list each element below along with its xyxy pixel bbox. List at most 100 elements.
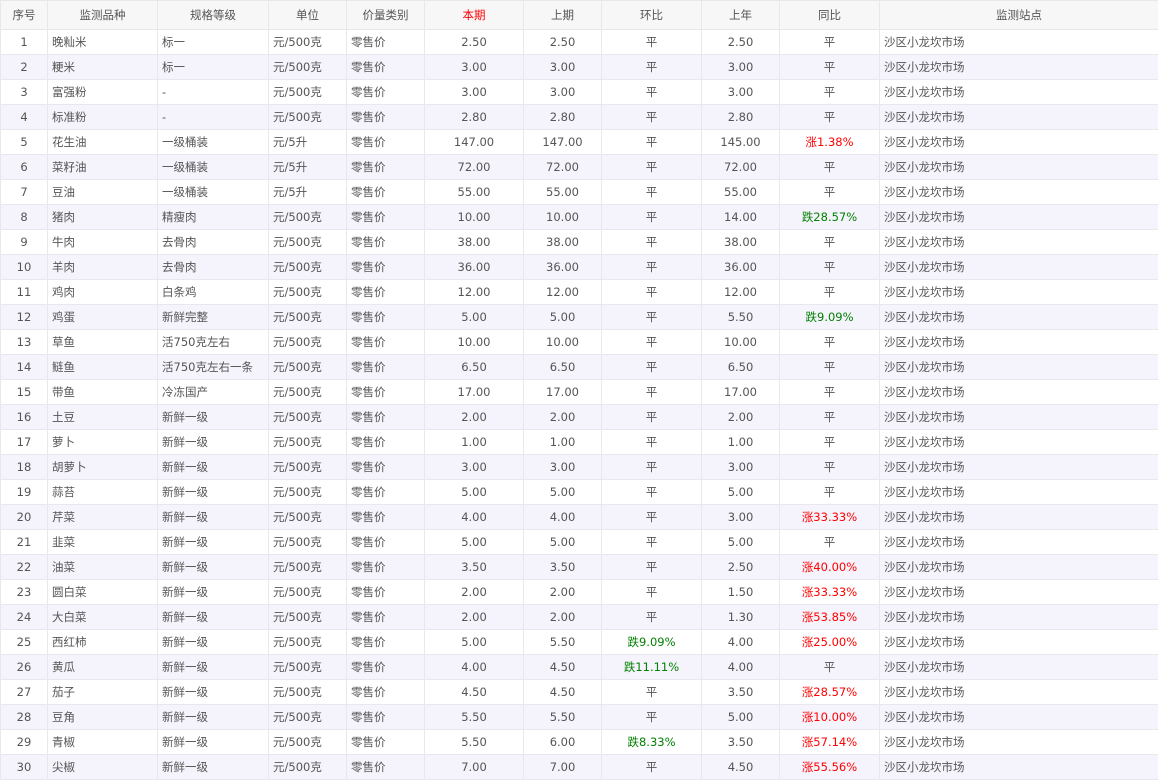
cell-price-type: 零售价 (347, 705, 425, 730)
cell-station: 沙区小龙坎市场 (880, 180, 1158, 205)
cell-current: 5.00 (425, 530, 524, 555)
cell-unit: 元/500克 (269, 455, 347, 480)
header-yoy[interactable]: 同比 (780, 1, 880, 30)
cell-item: 蒜苔 (48, 480, 158, 505)
cell-yoy: 平 (780, 230, 880, 255)
cell-station: 沙区小龙坎市场 (880, 30, 1158, 55)
cell-spec: - (158, 80, 269, 105)
cell-price-type: 零售价 (347, 430, 425, 455)
header-index[interactable]: 序号 (1, 1, 48, 30)
cell-current: 55.00 (425, 180, 524, 205)
cell-last-year: 5.00 (702, 530, 780, 555)
cell-price-type: 零售价 (347, 505, 425, 530)
header-spec[interactable]: 规格等级 (158, 1, 269, 30)
cell-index: 3 (1, 80, 48, 105)
cell-price-type: 零售价 (347, 655, 425, 680)
cell-station: 沙区小龙坎市场 (880, 355, 1158, 380)
cell-station: 沙区小龙坎市场 (880, 705, 1158, 730)
cell-previous: 38.00 (524, 230, 602, 255)
cell-previous: 5.00 (524, 530, 602, 555)
cell-station: 沙区小龙坎市场 (880, 480, 1158, 505)
header-item[interactable]: 监测品种 (48, 1, 158, 30)
cell-item: 牛肉 (48, 230, 158, 255)
header-station[interactable]: 监测站点 (880, 1, 1158, 30)
cell-previous: 12.00 (524, 280, 602, 305)
cell-mom: 平 (602, 30, 702, 55)
cell-mom: 平 (602, 330, 702, 355)
cell-spec: 精瘦肉 (158, 205, 269, 230)
cell-price-type: 零售价 (347, 680, 425, 705)
cell-current: 3.50 (425, 555, 524, 580)
cell-spec: 新鲜一级 (158, 455, 269, 480)
cell-index: 29 (1, 730, 48, 755)
cell-last-year: 4.00 (702, 630, 780, 655)
cell-current: 4.50 (425, 680, 524, 705)
header-unit[interactable]: 单位 (269, 1, 347, 30)
cell-unit: 元/500克 (269, 580, 347, 605)
cell-mom: 平 (602, 55, 702, 80)
cell-station: 沙区小龙坎市场 (880, 755, 1158, 780)
cell-index: 30 (1, 755, 48, 780)
cell-yoy: 平 (780, 380, 880, 405)
cell-spec: 标一 (158, 55, 269, 80)
cell-station: 沙区小龙坎市场 (880, 430, 1158, 455)
header-current[interactable]: 本期 (425, 1, 524, 30)
cell-index: 16 (1, 405, 48, 430)
cell-last-year: 6.50 (702, 355, 780, 380)
cell-previous: 5.50 (524, 705, 602, 730)
cell-index: 12 (1, 305, 48, 330)
header-previous[interactable]: 上期 (524, 1, 602, 30)
cell-station: 沙区小龙坎市场 (880, 455, 1158, 480)
cell-previous: 5.50 (524, 630, 602, 655)
cell-item: 豆油 (48, 180, 158, 205)
cell-spec: 新鲜一级 (158, 405, 269, 430)
cell-mom: 跌11.11% (602, 655, 702, 680)
cell-station: 沙区小龙坎市场 (880, 80, 1158, 105)
header-mom[interactable]: 环比 (602, 1, 702, 30)
cell-item: 鸡蛋 (48, 305, 158, 330)
cell-yoy: 平 (780, 155, 880, 180)
cell-spec: 去骨肉 (158, 230, 269, 255)
cell-index: 20 (1, 505, 48, 530)
cell-last-year: 5.00 (702, 480, 780, 505)
cell-price-type: 零售价 (347, 405, 425, 430)
cell-station: 沙区小龙坎市场 (880, 605, 1158, 630)
cell-current: 5.00 (425, 480, 524, 505)
cell-yoy: 平 (780, 105, 880, 130)
cell-last-year: 1.30 (702, 605, 780, 630)
header-row: 序号 监测品种 规格等级 单位 价量类别 本期 上期 环比 上年 同比 监测站点 (1, 1, 1158, 30)
cell-unit: 元/500克 (269, 630, 347, 655)
cell-yoy: 平 (780, 55, 880, 80)
cell-last-year: 12.00 (702, 280, 780, 305)
header-price-type[interactable]: 价量类别 (347, 1, 425, 30)
table-header: 序号 监测品种 规格等级 单位 价量类别 本期 上期 环比 上年 同比 监测站点 (1, 1, 1158, 30)
cell-current: 10.00 (425, 330, 524, 355)
cell-yoy: 跌28.57% (780, 205, 880, 230)
cell-price-type: 零售价 (347, 330, 425, 355)
header-last-year[interactable]: 上年 (702, 1, 780, 30)
cell-item: 青椒 (48, 730, 158, 755)
cell-station: 沙区小龙坎市场 (880, 505, 1158, 530)
cell-current: 1.00 (425, 430, 524, 455)
cell-last-year: 1.00 (702, 430, 780, 455)
cell-current: 7.00 (425, 755, 524, 780)
cell-price-type: 零售价 (347, 255, 425, 280)
cell-unit: 元/500克 (269, 505, 347, 530)
cell-item: 圆白菜 (48, 580, 158, 605)
cell-item: 羊肉 (48, 255, 158, 280)
cell-current: 17.00 (425, 380, 524, 405)
cell-station: 沙区小龙坎市场 (880, 255, 1158, 280)
cell-unit: 元/500克 (269, 730, 347, 755)
cell-unit: 元/500克 (269, 255, 347, 280)
cell-price-type: 零售价 (347, 630, 425, 655)
cell-yoy: 平 (780, 405, 880, 430)
